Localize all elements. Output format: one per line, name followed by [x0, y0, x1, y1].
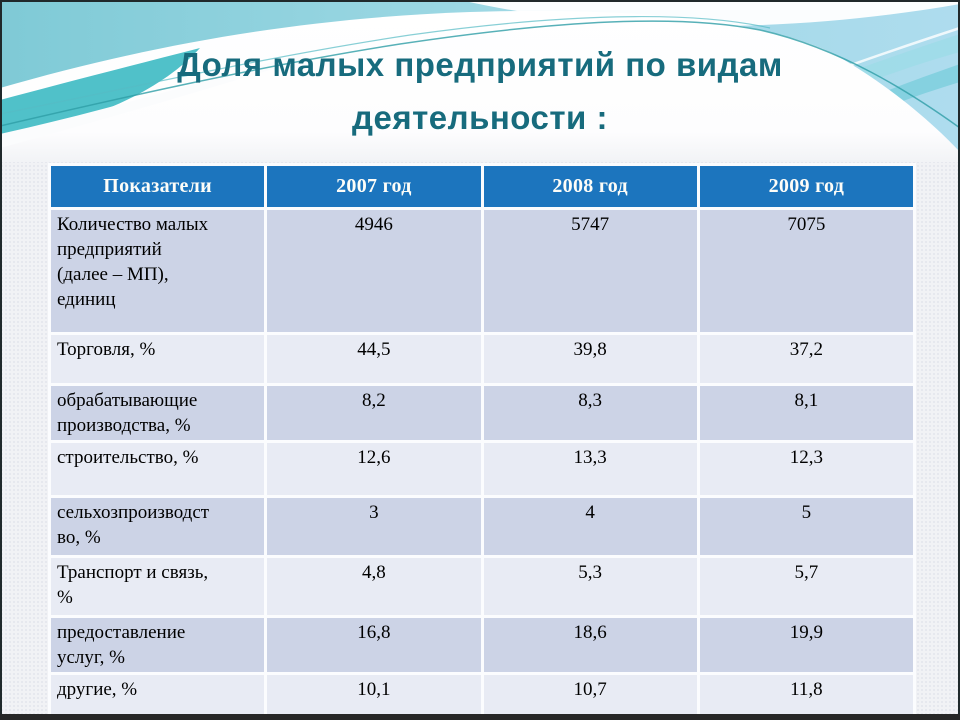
value-cell: 19,9 — [699, 618, 913, 672]
table-row: Транспорт и связь, % 4,8 5,3 5,7 — [51, 558, 913, 615]
value-cell: 12,3 — [699, 443, 913, 495]
table-row: Количество малых предприятий (далее – МП… — [51, 210, 913, 332]
row-label: другие, % — [51, 675, 265, 720]
value-cell: 11,8 — [699, 675, 913, 720]
row-label: предоставление услуг, % — [51, 618, 265, 672]
value-cell: 13,3 — [483, 443, 697, 495]
table-row: другие, % 10,1 10,7 11,8 — [51, 675, 913, 720]
slide-border-right — [958, 0, 960, 720]
value-cell: 8,1 — [699, 386, 913, 440]
row-label: Количество малых предприятий (далее – МП… — [51, 210, 265, 332]
value-cell: 4 — [483, 498, 697, 555]
header-cell-2008: 2008 год — [483, 166, 697, 207]
value-cell: 10,1 — [267, 675, 481, 720]
value-cell: 5747 — [483, 210, 697, 332]
value-cell: 8,3 — [483, 386, 697, 440]
table-header-row: Показатели 2007 год 2008 год 2009 год — [51, 166, 913, 207]
value-cell: 10,7 — [483, 675, 697, 720]
table-row: предоставление услуг, % 16,8 18,6 19,9 — [51, 618, 913, 672]
value-cell: 44,5 — [267, 335, 481, 383]
value-cell: 3 — [267, 498, 481, 555]
header-cell-2007: 2007 год — [267, 166, 481, 207]
value-cell: 39,8 — [483, 335, 697, 383]
wave-decoration — [0, 0, 960, 162]
bottom-bar — [0, 714, 960, 720]
value-cell: 12,6 — [267, 443, 481, 495]
table-row: строительство, % 12,6 13,3 12,3 — [51, 443, 913, 495]
table-row: Торговля, % 44,5 39,8 37,2 — [51, 335, 913, 383]
table-row: сельхозпроизводст во, % 3 4 5 — [51, 498, 913, 555]
value-cell: 37,2 — [699, 335, 913, 383]
title-line-1: Доля малых предприятий по видам — [177, 46, 783, 83]
value-cell: 8,2 — [267, 386, 481, 440]
row-label: строительство, % — [51, 443, 265, 495]
header-cell-indicators: Показатели — [51, 166, 265, 207]
table-row: обрабатывающие производства, % 8,2 8,3 8… — [51, 386, 913, 440]
header-cell-2009: 2009 год — [699, 166, 913, 207]
value-cell: 16,8 — [267, 618, 481, 672]
value-cell: 4,8 — [267, 558, 481, 615]
row-label: сельхозпроизводст во, % — [51, 498, 265, 555]
value-cell: 5,7 — [699, 558, 913, 615]
row-label: Транспорт и связь, % — [51, 558, 265, 615]
indicators-table: Показатели 2007 год 2008 год 2009 год Ко… — [48, 163, 916, 720]
slide-border-left — [0, 0, 2, 720]
slide-title: Доля малых предприятий по видам деятельн… — [0, 38, 960, 144]
value-cell: 18,6 — [483, 618, 697, 672]
value-cell: 4946 — [267, 210, 481, 332]
row-label: Торговля, % — [51, 335, 265, 383]
row-label: обрабатывающие производства, % — [51, 386, 265, 440]
slide-border-top — [0, 0, 960, 2]
value-cell: 5,3 — [483, 558, 697, 615]
value-cell: 7075 — [699, 210, 913, 332]
value-cell: 5 — [699, 498, 913, 555]
title-line-2: деятельности : — [352, 99, 608, 136]
